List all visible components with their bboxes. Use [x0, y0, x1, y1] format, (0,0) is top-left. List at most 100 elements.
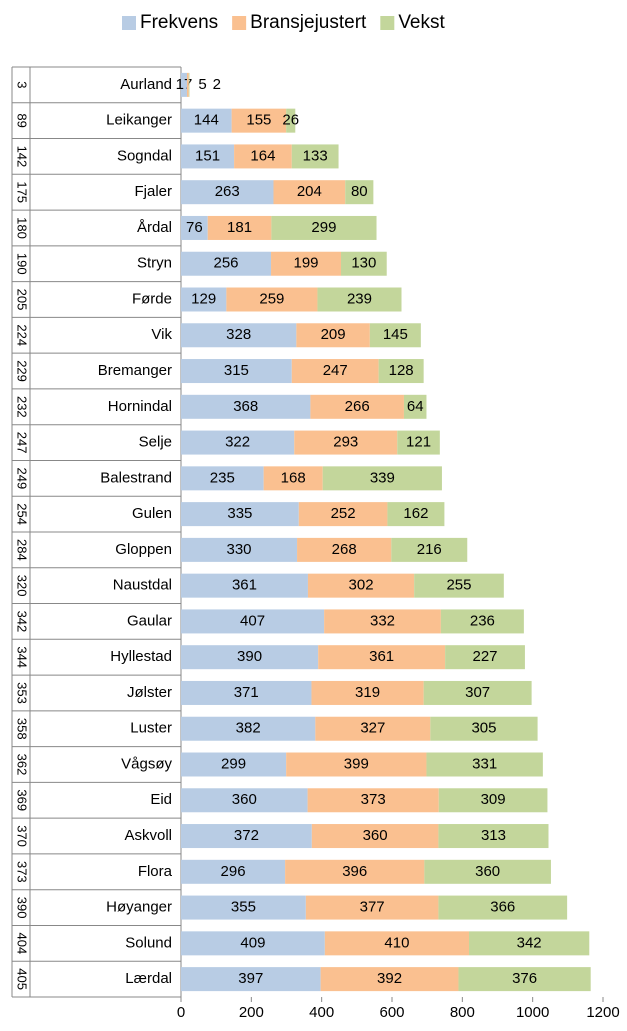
data-label: 199 — [294, 255, 319, 272]
category-label: Vågsøy — [121, 755, 172, 772]
rank-label: 249 — [15, 467, 30, 489]
data-label: 64 — [407, 398, 424, 415]
data-label: 263 — [215, 183, 240, 200]
data-label: 315 — [224, 362, 249, 379]
data-label: 373 — [361, 791, 386, 808]
category-label: Hyllestad — [110, 648, 172, 665]
rank-label: 353 — [15, 682, 30, 704]
bar-segment — [181, 645, 319, 670]
category-label: Lærdal — [125, 970, 172, 987]
data-label: 227 — [473, 648, 498, 665]
bar-segment — [207, 215, 272, 240]
category-label: Fjaler — [134, 183, 172, 200]
data-label: 266 — [345, 398, 370, 415]
bar-segment — [341, 251, 387, 276]
category-label: Førde — [132, 290, 172, 307]
bar-segment — [296, 323, 370, 348]
legend-text: Bransjejustert — [250, 12, 367, 33]
data-label: 409 — [240, 934, 265, 951]
rank-label: 362 — [15, 754, 30, 776]
data-label: 360 — [232, 791, 257, 808]
bar-segment — [181, 680, 312, 705]
rank-label: 142 — [15, 146, 30, 168]
rank-label: 358 — [15, 718, 30, 740]
bar-segment — [226, 287, 318, 312]
bar-segment — [181, 215, 208, 240]
bar-segment — [469, 931, 590, 956]
rank-label: 175 — [15, 181, 30, 203]
data-label: 397 — [238, 970, 263, 987]
data-label: 332 — [370, 612, 395, 629]
data-label: 204 — [297, 183, 322, 200]
category-label: Gulen — [132, 505, 172, 522]
data-label: 392 — [377, 970, 402, 987]
category-label: Stryn — [137, 255, 172, 272]
data-label: 129 — [191, 290, 216, 307]
data-label: 80 — [351, 183, 368, 200]
category-label: Vik — [151, 326, 172, 343]
bar-segment — [430, 716, 538, 741]
data-label: 399 — [344, 755, 369, 772]
data-label: 377 — [360, 899, 385, 916]
category-label: Bremanger — [98, 362, 172, 379]
bar-segment — [181, 967, 321, 992]
data-label: 293 — [333, 434, 358, 451]
bar-segment — [440, 609, 524, 634]
category-label: Naustdal — [113, 577, 172, 594]
bar-segment — [423, 680, 532, 705]
bar-segment — [311, 680, 424, 705]
bar-segment — [181, 72, 187, 97]
data-label: 309 — [481, 791, 506, 808]
bar-segment — [310, 394, 404, 419]
data-label: 396 — [342, 863, 367, 880]
bar-segment — [345, 180, 374, 205]
data-label: 368 — [233, 398, 258, 415]
rank-label: 369 — [15, 789, 30, 811]
rank-label: 390 — [15, 897, 30, 919]
bar-segment — [273, 180, 346, 205]
category-label: Hornindal — [108, 398, 172, 415]
bar-segment — [181, 180, 274, 205]
data-label: 252 — [331, 505, 356, 522]
data-label: 296 — [221, 863, 246, 880]
bar-segment — [369, 323, 421, 348]
category-label: Eid — [150, 791, 172, 808]
bar-segment — [181, 573, 308, 598]
bar-segment — [291, 359, 379, 384]
rank-label: 247 — [15, 432, 30, 454]
legend-text: Vekst — [398, 12, 445, 33]
bar-segment — [458, 967, 591, 992]
bar-segment — [438, 895, 568, 920]
bar-segment — [294, 430, 398, 455]
x-tick-label: 200 — [239, 1004, 264, 1021]
bar-segment — [322, 466, 442, 491]
data-label: 376 — [512, 970, 537, 987]
data-label: 330 — [227, 541, 252, 558]
data-label: 255 — [446, 577, 471, 594]
data-label: 302 — [349, 577, 374, 594]
bar-segment — [181, 287, 227, 312]
x-tick-label: 600 — [379, 1004, 404, 1021]
data-label: 382 — [236, 720, 261, 737]
category-label: Leikanger — [106, 112, 172, 129]
rank-label: 180 — [15, 217, 30, 239]
bar-segment — [285, 859, 425, 884]
bar-segment — [324, 609, 441, 634]
rank-label: 205 — [15, 289, 30, 311]
data-label: 168 — [281, 469, 306, 486]
bar-segment — [424, 859, 551, 884]
data-label: 239 — [347, 290, 372, 307]
bar-segment — [181, 108, 232, 133]
bar-segment — [181, 466, 264, 491]
x-tick-label: 0 — [177, 1004, 185, 1021]
data-label: 361 — [232, 577, 257, 594]
legend-text: Frekvens — [140, 12, 218, 33]
data-label: 2 — [213, 76, 221, 93]
rank-label: 404 — [15, 932, 30, 954]
data-label: 366 — [490, 899, 515, 916]
data-label: 410 — [384, 934, 409, 951]
category-label: Selje — [139, 434, 172, 451]
data-label: 121 — [406, 434, 431, 451]
bar-segment — [318, 645, 446, 670]
rank-label: 190 — [15, 253, 30, 275]
